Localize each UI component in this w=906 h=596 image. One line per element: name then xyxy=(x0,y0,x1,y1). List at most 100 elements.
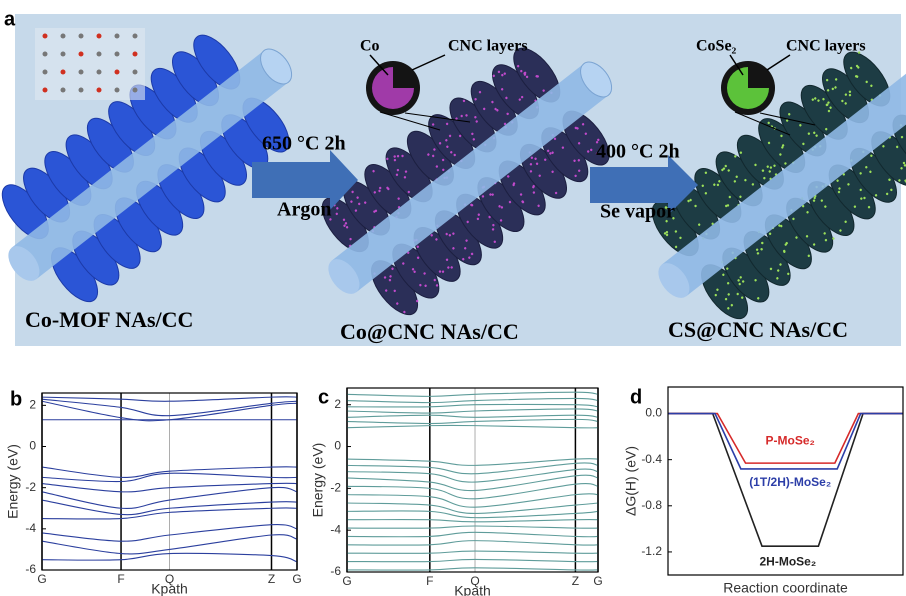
atom xyxy=(42,33,48,39)
particle xyxy=(389,275,392,278)
particle xyxy=(329,218,332,221)
x-axis-label: Kpath xyxy=(454,583,491,596)
particle xyxy=(713,183,716,186)
pointer xyxy=(369,54,389,76)
particle xyxy=(506,175,510,178)
particle xyxy=(349,237,352,241)
particle xyxy=(441,270,445,273)
particle xyxy=(431,154,435,158)
y-tick-label: 0.0 xyxy=(645,406,662,420)
particle xyxy=(445,232,448,236)
particle xyxy=(431,123,435,126)
x-tick-label: Z xyxy=(268,572,275,586)
particle xyxy=(450,266,453,269)
particle xyxy=(497,70,501,74)
particle xyxy=(460,114,463,118)
y-tick-label: -1.2 xyxy=(641,544,662,558)
particle xyxy=(827,101,830,104)
y-tick-label: 2 xyxy=(334,397,341,411)
particle xyxy=(493,240,496,243)
particle xyxy=(870,154,873,157)
particle xyxy=(506,112,509,116)
particle xyxy=(407,251,410,254)
particle xyxy=(854,75,858,78)
fiber-end xyxy=(8,246,40,281)
particle xyxy=(535,162,539,165)
core xyxy=(727,67,769,109)
series-line xyxy=(42,398,297,417)
particle xyxy=(701,184,704,187)
pointer xyxy=(379,111,441,131)
series-line xyxy=(347,397,598,404)
particle xyxy=(356,196,359,199)
fiber-end xyxy=(658,263,690,298)
particle xyxy=(453,153,456,157)
atom xyxy=(60,69,66,75)
particle xyxy=(704,171,708,174)
particle xyxy=(424,284,427,287)
particle xyxy=(351,190,354,194)
particle xyxy=(730,304,734,307)
particle xyxy=(722,167,726,170)
particle xyxy=(811,98,814,101)
particle xyxy=(739,195,742,198)
inset-sphere xyxy=(366,54,471,131)
particle xyxy=(665,206,668,210)
particle xyxy=(416,245,419,248)
particle xyxy=(724,164,727,168)
particle xyxy=(767,121,770,125)
particle xyxy=(665,219,668,223)
atom xyxy=(132,69,138,75)
particle xyxy=(445,139,448,142)
arrow xyxy=(590,155,698,215)
particle xyxy=(446,145,449,148)
particle xyxy=(778,224,781,227)
plot-frame xyxy=(346,387,599,573)
atom xyxy=(78,87,84,93)
particle xyxy=(488,215,491,219)
fiber-end xyxy=(260,48,293,85)
particle xyxy=(354,209,358,212)
series-line xyxy=(347,403,598,408)
series-line xyxy=(42,534,297,555)
particle xyxy=(463,247,467,250)
particle xyxy=(396,154,400,158)
particle xyxy=(465,239,468,242)
carbon-fiber xyxy=(661,67,906,297)
caption: Co-MOF NAs/CC xyxy=(25,307,193,332)
particle xyxy=(768,170,771,173)
particle xyxy=(468,256,471,259)
particle xyxy=(386,157,389,161)
particle xyxy=(674,230,678,233)
particle xyxy=(895,145,899,149)
particle xyxy=(837,190,841,194)
atom xyxy=(114,51,120,57)
series-line xyxy=(347,424,598,429)
particle xyxy=(584,132,588,135)
particle xyxy=(780,134,783,138)
particle xyxy=(822,97,825,101)
particle xyxy=(491,100,494,104)
particle xyxy=(393,289,396,293)
particle xyxy=(477,213,481,216)
particle xyxy=(393,155,396,158)
particle xyxy=(813,196,816,200)
particle xyxy=(452,232,455,235)
carbon-fiber xyxy=(331,63,609,293)
y-tick-label: -0.8 xyxy=(641,498,662,512)
series-line xyxy=(347,525,598,529)
particle xyxy=(435,284,439,287)
particle xyxy=(885,192,889,196)
particle xyxy=(756,252,760,255)
particle xyxy=(788,113,791,116)
atom xyxy=(78,51,84,57)
particle xyxy=(344,222,348,225)
series-line xyxy=(42,486,297,509)
series-line xyxy=(347,540,598,546)
particle xyxy=(779,153,782,156)
particle xyxy=(401,154,404,158)
y-tick-label: -6 xyxy=(330,564,341,578)
particle xyxy=(832,237,835,240)
particle xyxy=(336,207,339,210)
